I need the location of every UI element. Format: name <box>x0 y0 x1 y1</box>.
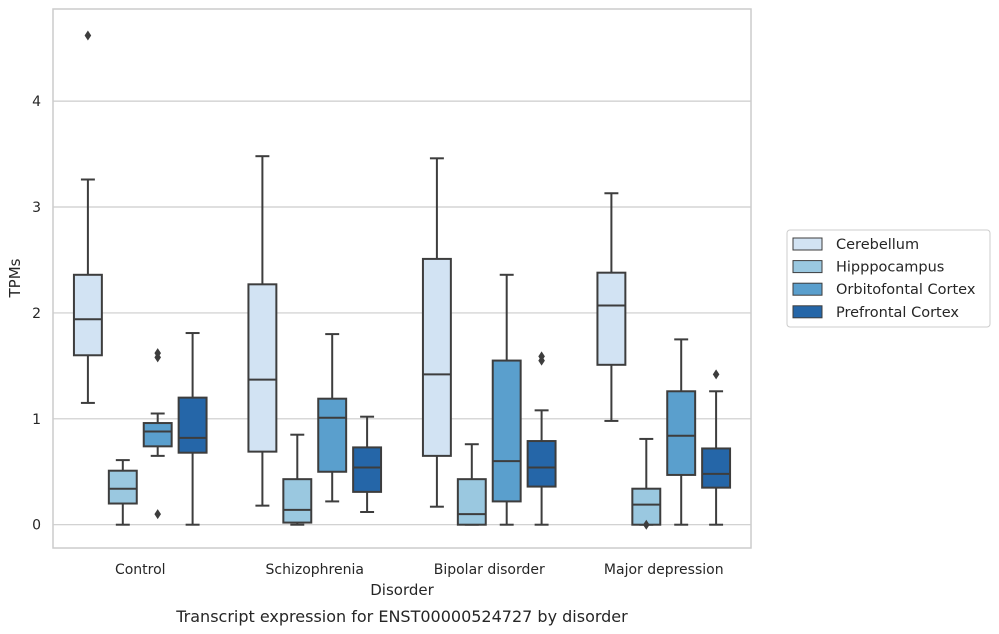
box-2-3 <box>526 351 557 526</box>
legend: Cerebellum Hipppocampus Orbitofontal Corte… <box>786 229 991 328</box>
box-0-2 <box>142 348 173 520</box>
outlier-point <box>643 519 650 530</box>
box-iqr <box>491 359 522 503</box>
x-tick-label: Major depression <box>604 562 724 578</box>
y-tick-labels: 0 1 2 3 4 <box>32 94 41 534</box>
box-0-3 <box>177 332 208 526</box>
box-iqr <box>666 390 697 476</box>
outlier-point <box>538 351 545 362</box>
legend-label: Cerebellum <box>836 237 919 253</box>
box-plot-marks <box>72 30 732 530</box>
legend-swatch <box>792 282 823 296</box>
legend-swatch <box>792 260 823 274</box>
box-0-0 <box>72 30 103 404</box>
box-iqr <box>107 469 138 505</box>
outlier-point <box>712 369 720 380</box>
box-iqr <box>282 478 313 524</box>
box-iqr <box>247 283 278 453</box>
x-tick-label: Control <box>115 562 166 578</box>
box-iqr <box>631 487 662 526</box>
box-iqr <box>456 478 487 526</box>
y-tick-label: 3 <box>32 200 41 216</box>
x-tick-label: Schizophrenia <box>266 562 364 578</box>
x-tick-label: Bipolar disorder <box>434 562 545 578</box>
box-iqr <box>177 396 208 454</box>
outlier-point <box>154 348 161 359</box>
legend-frame <box>786 229 991 328</box>
box-1-0 <box>247 155 278 507</box>
box-3-0 <box>596 192 627 422</box>
box-1-3 <box>352 415 383 513</box>
legend-label: Prefrontal Cortex <box>836 305 959 321</box>
legend-label: Hipppocampus <box>836 260 944 276</box>
box-iqr <box>526 440 557 488</box>
legend-swatch <box>792 237 823 251</box>
plot-frame <box>52 8 752 549</box>
box-iqr <box>142 422 173 448</box>
y-axis-label: TPMs <box>6 258 24 298</box>
outlier-point <box>154 509 161 520</box>
box-3-3 <box>701 369 732 526</box>
box-1-1 <box>282 433 313 526</box>
y-tick-label: 2 <box>32 306 41 322</box>
y-tick-label: 1 <box>32 412 41 428</box>
box-2-0 <box>421 157 452 508</box>
box-iqr <box>596 271 627 366</box>
box-iqr <box>421 257 452 457</box>
legend-label: Orbitofontal Cortex <box>836 282 976 298</box>
box-iqr <box>72 273 103 357</box>
box-3-2 <box>666 338 697 526</box>
box-iqr <box>701 447 732 489</box>
x-tick-labels: Control Schizophrenia Bipolar disorder Majo… <box>115 562 724 578</box>
box-iqr <box>317 397 348 473</box>
box-2-1 <box>456 443 487 526</box>
box-0-1 <box>107 459 138 526</box>
y-tick-label: 0 <box>32 518 41 534</box>
x-axis-label: Disorder <box>370 581 434 599</box>
legend-swatch <box>792 305 823 319</box>
box-3-1 <box>631 437 662 530</box>
outlier-point <box>84 30 92 41</box>
box-iqr <box>352 446 383 493</box>
box-2-2 <box>491 273 522 526</box>
chart-caption: Transcript expression for ENST0000052472… <box>175 607 628 626</box>
y-tick-label: 4 <box>32 94 41 110</box>
box-1-2 <box>317 333 348 503</box>
